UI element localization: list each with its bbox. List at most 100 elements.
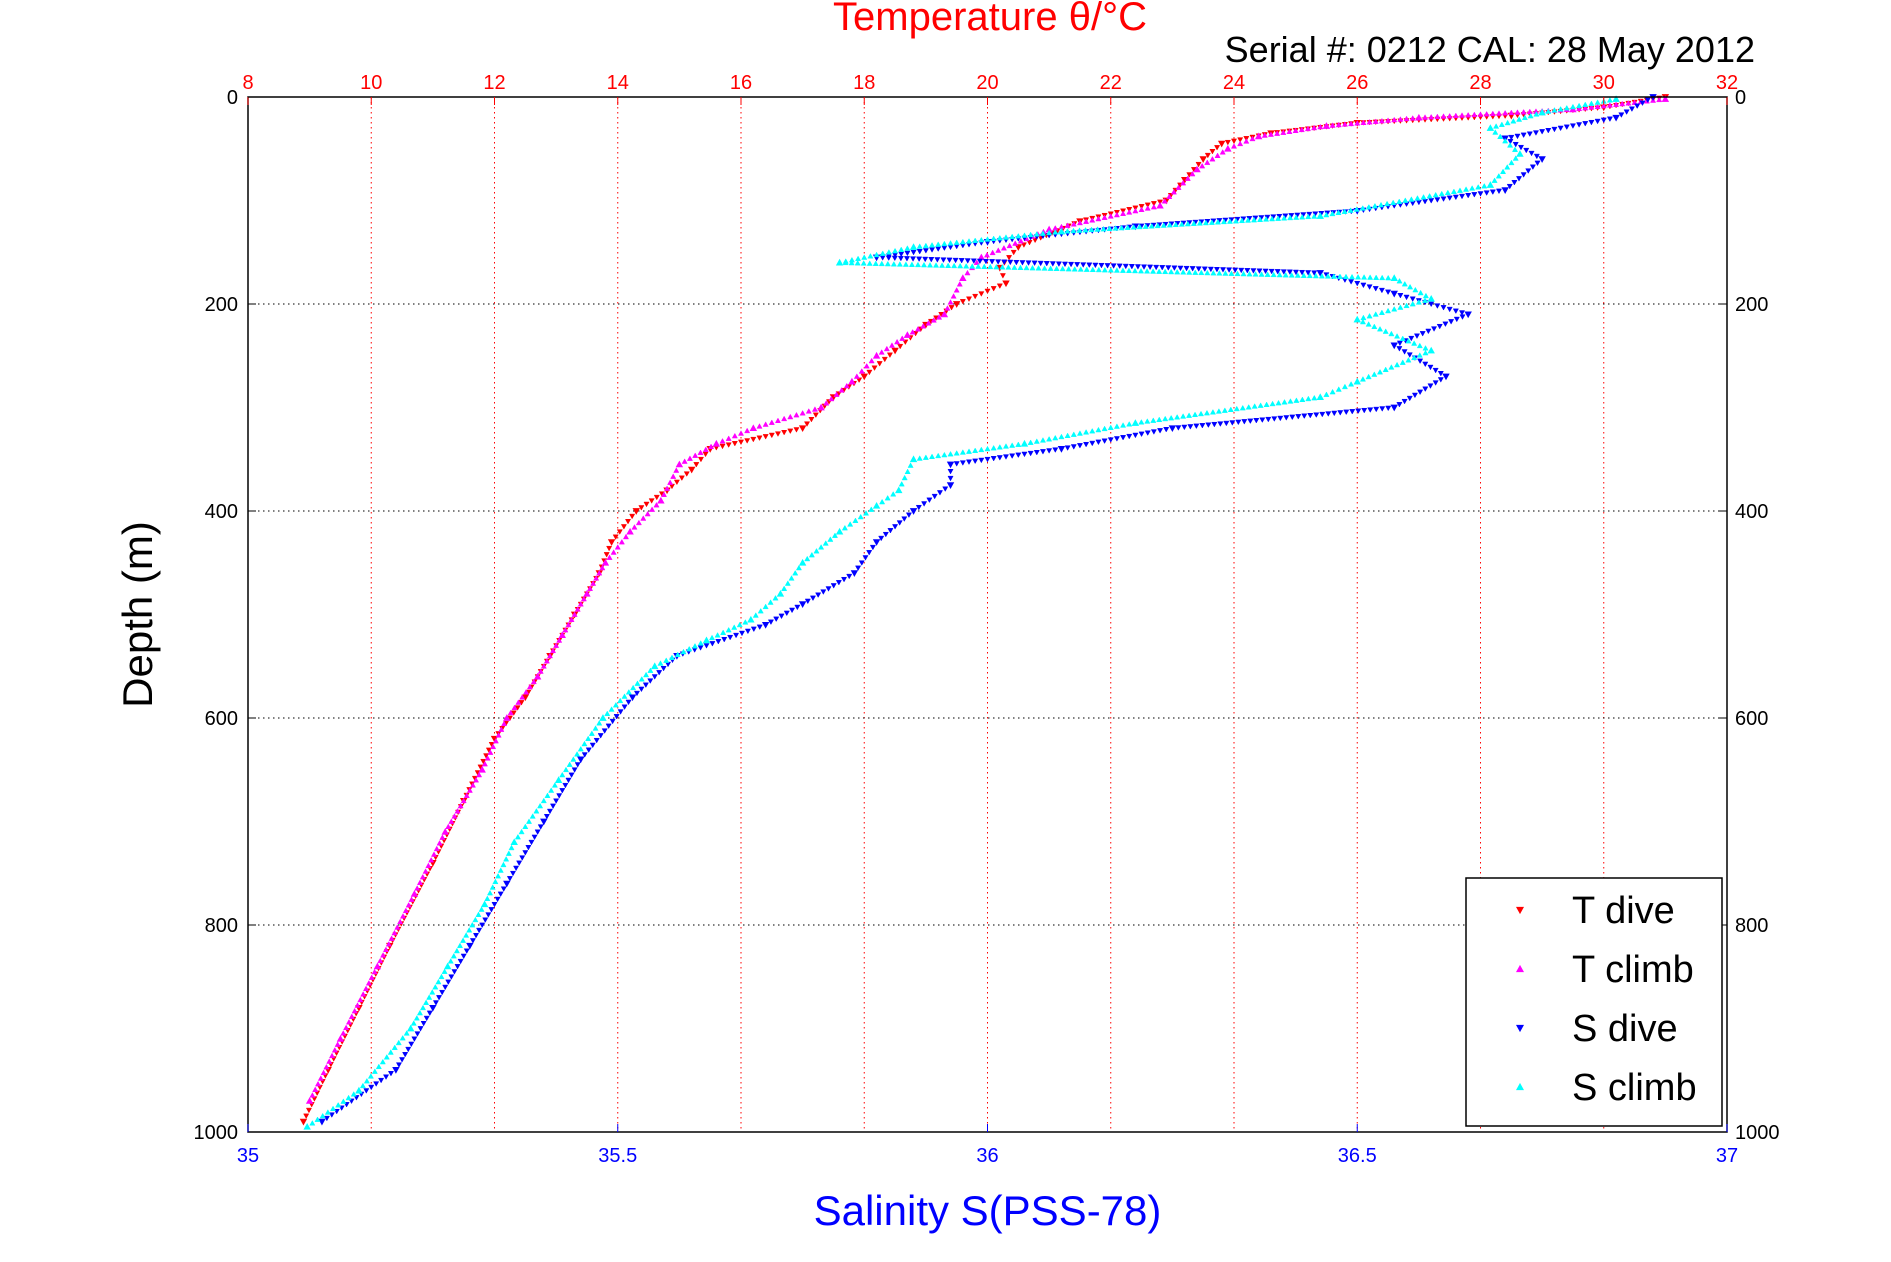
data-point: [1379, 274, 1386, 281]
data-point: [588, 730, 595, 736]
temperature-tick-label: 30: [1593, 72, 1615, 94]
data-point: [340, 1030, 347, 1036]
data-point: [1126, 433, 1133, 440]
data-point: [1089, 440, 1096, 447]
data-point: [1216, 270, 1223, 276]
data-point: [1271, 416, 1278, 422]
data-point: [719, 438, 726, 444]
data-point: [1174, 414, 1181, 420]
data-point: [305, 1107, 312, 1114]
data-point: [941, 245, 948, 252]
data-point: [1507, 142, 1514, 148]
data-point: [862, 555, 869, 561]
data-point: [827, 536, 834, 542]
data-point: [772, 594, 779, 601]
data-point: [373, 1081, 380, 1087]
data-point: [681, 458, 688, 464]
data-point: [773, 616, 780, 623]
data-point: [1232, 217, 1240, 224]
data-point: [1538, 108, 1546, 116]
depth-tick-label-right: 400: [1735, 501, 1768, 523]
data-point: [697, 640, 704, 646]
data-point: [984, 288, 991, 295]
data-point: [897, 255, 904, 262]
data-point: [1058, 433, 1065, 440]
data-point: [343, 1024, 350, 1031]
data-point: [947, 450, 954, 457]
data-point: [1422, 345, 1429, 351]
data-point: [519, 855, 526, 861]
data-point: [1037, 260, 1044, 267]
data-point: [1174, 268, 1181, 275]
data-point: [503, 880, 511, 888]
data-point: [1195, 266, 1202, 272]
data-point: [936, 314, 943, 320]
data-point: [928, 257, 935, 263]
data-point: [353, 1095, 360, 1101]
data-point: [1175, 184, 1182, 190]
data-point: [1113, 423, 1120, 429]
y-axis-label: Depth (m): [114, 521, 161, 708]
data-point: [657, 496, 665, 504]
data-point: [1083, 429, 1090, 435]
data-point: [1612, 114, 1620, 122]
data-point: [399, 1034, 406, 1041]
data-point: [715, 639, 722, 645]
data-point: [1080, 262, 1087, 268]
data-point: [1594, 118, 1601, 125]
data-point: [1538, 156, 1546, 163]
data-point: [1189, 170, 1196, 177]
data-point: [568, 772, 575, 779]
data-point: [345, 1019, 352, 1025]
data-point: [890, 491, 897, 497]
data-point: [606, 545, 613, 552]
data-point: [1249, 135, 1256, 142]
data-point: [1511, 180, 1518, 186]
data-point: [1512, 155, 1519, 161]
data-point: [397, 918, 404, 925]
data-point: [1367, 407, 1374, 413]
data-point: [448, 818, 455, 824]
data-point: [843, 382, 850, 389]
data-point: [453, 947, 460, 954]
chart-subtitle: Serial #: 0212 CAL: 28 May 2012: [1225, 29, 1755, 70]
data-point: [305, 1097, 314, 1104]
data-point: [354, 1002, 361, 1008]
data-point: [978, 457, 985, 464]
data-point: [953, 287, 960, 293]
data-point: [326, 1058, 333, 1064]
data-point: [1053, 265, 1060, 272]
data-point: [744, 427, 751, 434]
data-point: [368, 974, 375, 980]
data-point: [1070, 444, 1077, 450]
data-point: [1576, 122, 1583, 128]
data-point: [1134, 264, 1141, 270]
data-point: [887, 528, 894, 534]
data-point: [1366, 119, 1373, 125]
data-point: [861, 254, 868, 260]
data-point: [1576, 102, 1583, 109]
data-point: [787, 413, 794, 420]
data-point: [1335, 209, 1342, 216]
data-point: [562, 766, 570, 773]
data-point: [1502, 137, 1509, 144]
data-point: [984, 456, 991, 463]
data-point: [1396, 277, 1403, 284]
data-point: [1201, 266, 1208, 273]
data-point: [1343, 409, 1350, 416]
data-point: [628, 694, 637, 702]
data-point: [1463, 186, 1470, 192]
data-point: [999, 264, 1006, 270]
data-point: [1618, 112, 1625, 118]
data-point: [1238, 267, 1245, 274]
data-point: [799, 410, 806, 416]
data-point: [1148, 223, 1155, 229]
data-point: [1144, 205, 1151, 211]
data-point: [568, 616, 575, 623]
data-point: [497, 891, 504, 898]
data-point: [1512, 141, 1519, 148]
data-point: [1337, 410, 1344, 416]
data-point: [1209, 149, 1216, 155]
data-point: [1306, 272, 1313, 279]
data-point: [860, 373, 868, 381]
